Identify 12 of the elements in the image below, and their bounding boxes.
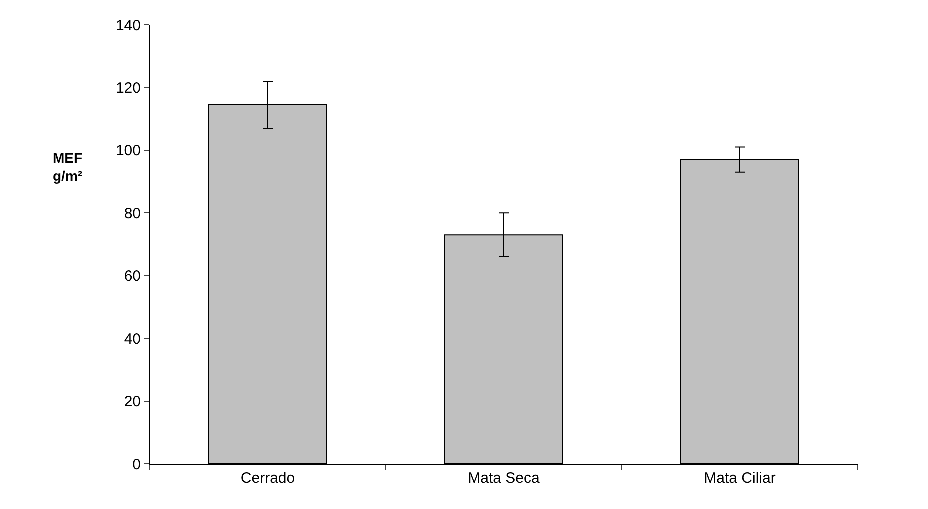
y-axis-title: MEF g/m² [53, 150, 83, 184]
y-tick-label: 20 [124, 394, 141, 411]
y-tick-label: 60 [124, 268, 141, 286]
y-tick-label: 80 [124, 205, 141, 222]
x-tick-label: Cerrado [240, 470, 296, 487]
y-tick-label: 0 [132, 456, 141, 474]
y-tick-label: 140 [116, 17, 141, 34]
x-tick-label: Mata Ciliar [704, 470, 776, 487]
x-tick-label: Mata Seca [468, 470, 540, 487]
y-tick-label: 100 [116, 142, 141, 160]
y-tick-label: 40 [124, 330, 141, 348]
y-tick-label: 120 [116, 80, 141, 97]
